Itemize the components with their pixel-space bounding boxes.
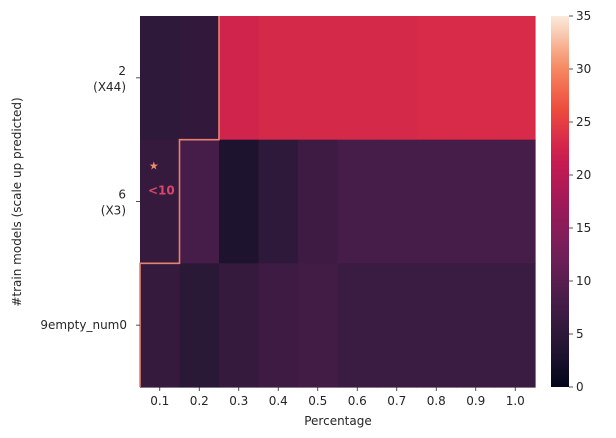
heatmap-cell	[416, 16, 457, 141]
x-axis-label: Percentage	[304, 414, 372, 428]
threshold-boundary-line	[139, 16, 220, 387]
heatmap-cell	[337, 139, 378, 264]
colorbar-tick-label: 5	[576, 327, 584, 341]
heatmap-cell	[219, 16, 260, 141]
annotation-star: ★	[149, 160, 159, 173]
colorbar-tick-label: 30	[576, 62, 591, 76]
colorbar-tick-label: 15	[576, 221, 591, 235]
heatmap-cell	[140, 263, 181, 388]
colorbar-tick-label: 20	[576, 168, 591, 182]
y-tick-label: 2	[118, 64, 126, 78]
x-tick-label: 0.4	[269, 394, 288, 408]
heatmap-cell	[416, 139, 457, 264]
heatmap-cell	[140, 139, 181, 264]
heatmap-cell	[258, 263, 299, 388]
heatmap-cell	[179, 16, 220, 141]
heatmap-cells	[140, 16, 536, 388]
y-axis-label: #train models (scale up predicted)	[10, 97, 24, 306]
colorbar-tick-label: 10	[576, 274, 591, 288]
x-tick-label: 0.6	[348, 394, 367, 408]
y-tick-label: 6	[118, 188, 126, 202]
heatmap-cell	[456, 16, 497, 141]
x-tick-label: 0.3	[229, 394, 248, 408]
heatmap-cell	[416, 263, 457, 388]
heatmap-cell	[337, 16, 378, 141]
y-axis-ticks: 2 (X44) 6 (X3) 9empty_num0	[40, 64, 140, 332]
heatmap-cell	[337, 263, 378, 388]
heatmap-cell	[140, 16, 181, 141]
heatmap-cell	[298, 139, 339, 264]
y-tick-sublabel: (X44)	[93, 80, 126, 94]
colorbar-tick-label: 35	[576, 9, 591, 23]
heatmap-cell	[377, 263, 418, 388]
heatmap-cell	[298, 263, 339, 388]
y-tick-label: 9empty_num0	[40, 318, 127, 332]
x-tick-label: 0.9	[466, 394, 485, 408]
heatmap-cell	[456, 263, 497, 388]
x-tick-label: 0.1	[150, 394, 169, 408]
x-tick-label: 0.7	[387, 394, 406, 408]
annotations: ★ <10	[148, 160, 175, 198]
colorbar-ticks: 0 5 10 15 20 25 30 35	[569, 9, 591, 394]
heatmap-cell	[179, 139, 220, 264]
colorbar	[551, 16, 569, 387]
heatmap-cell	[495, 16, 536, 141]
colorbar-tick-label: 0	[576, 380, 584, 394]
heatmap-cell	[219, 139, 260, 264]
heatmap-cell	[495, 139, 536, 264]
x-tick-label: 0.5	[308, 394, 327, 408]
heatmap-cell	[495, 263, 536, 388]
heatmap-cell	[298, 16, 339, 141]
colorbar-tick-label: 25	[576, 115, 591, 129]
heatmap-cell	[377, 139, 418, 264]
annotation-label: <10	[148, 184, 175, 198]
x-tick-label: 0.2	[190, 394, 209, 408]
x-tick-label: 1.0	[506, 394, 525, 408]
heatmap-cell	[179, 263, 220, 388]
x-tick-label: 0.8	[427, 394, 446, 408]
heatmap-cell	[219, 263, 260, 388]
heatmap-cell	[258, 16, 299, 141]
heatmap-cell	[456, 139, 497, 264]
heatmap-cell	[377, 16, 418, 141]
heatmap-cell	[258, 139, 299, 264]
y-tick-sublabel: (X3)	[101, 204, 126, 218]
x-axis-ticks: 0.1 0.2 0.3 0.4 0.5 0.6 0.7 0.8 0.9 1.0	[150, 387, 525, 408]
